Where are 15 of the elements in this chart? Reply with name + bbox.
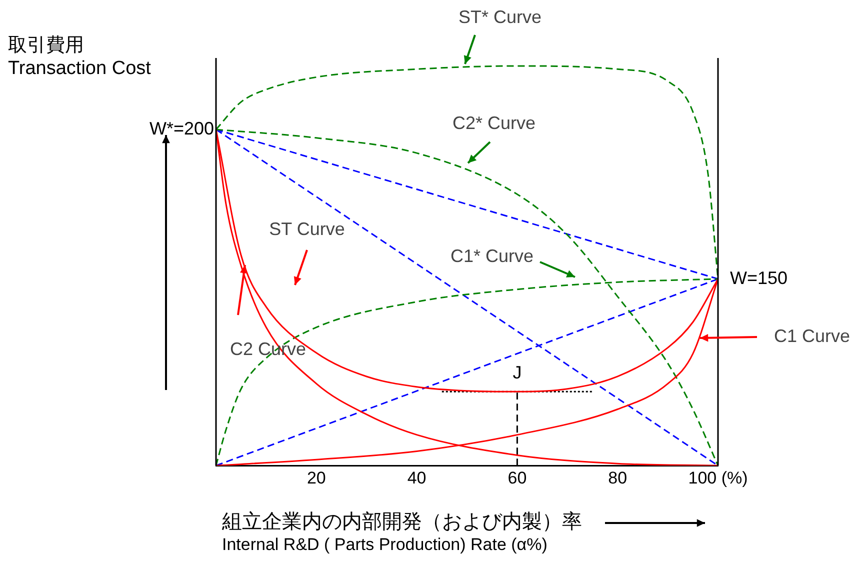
annotation: C1* Curve [450,246,534,266]
text: C1 Curve [774,326,850,346]
annotation: ST Curve [269,218,345,239]
annotation: C2* Curve [452,112,536,133]
annotation: J [512,362,522,383]
text: ST* Curve [458,6,542,27]
x-tick-label: 100 (%) [688,468,748,488]
x-tick-label: 80 [608,468,628,488]
annotation: W=150 [730,268,788,288]
x-tick-label: 40 [407,468,426,488]
annotation: W*=200 [149,118,214,138]
x-tick-label: 60 [508,468,527,488]
x-tick-label: 20 [306,468,326,488]
x-axis-title: 組立企業内の内部開発（および内製）率 Internal R&D ( Parts Production) Rate (α%) [222,510,582,555]
y-axis-title: 取引費用 Transaction Cost [8,34,151,80]
